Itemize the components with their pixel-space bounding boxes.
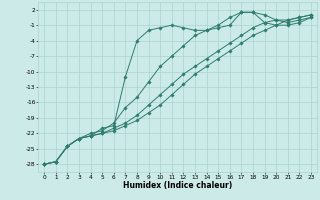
X-axis label: Humidex (Indice chaleur): Humidex (Indice chaleur)	[123, 181, 232, 190]
